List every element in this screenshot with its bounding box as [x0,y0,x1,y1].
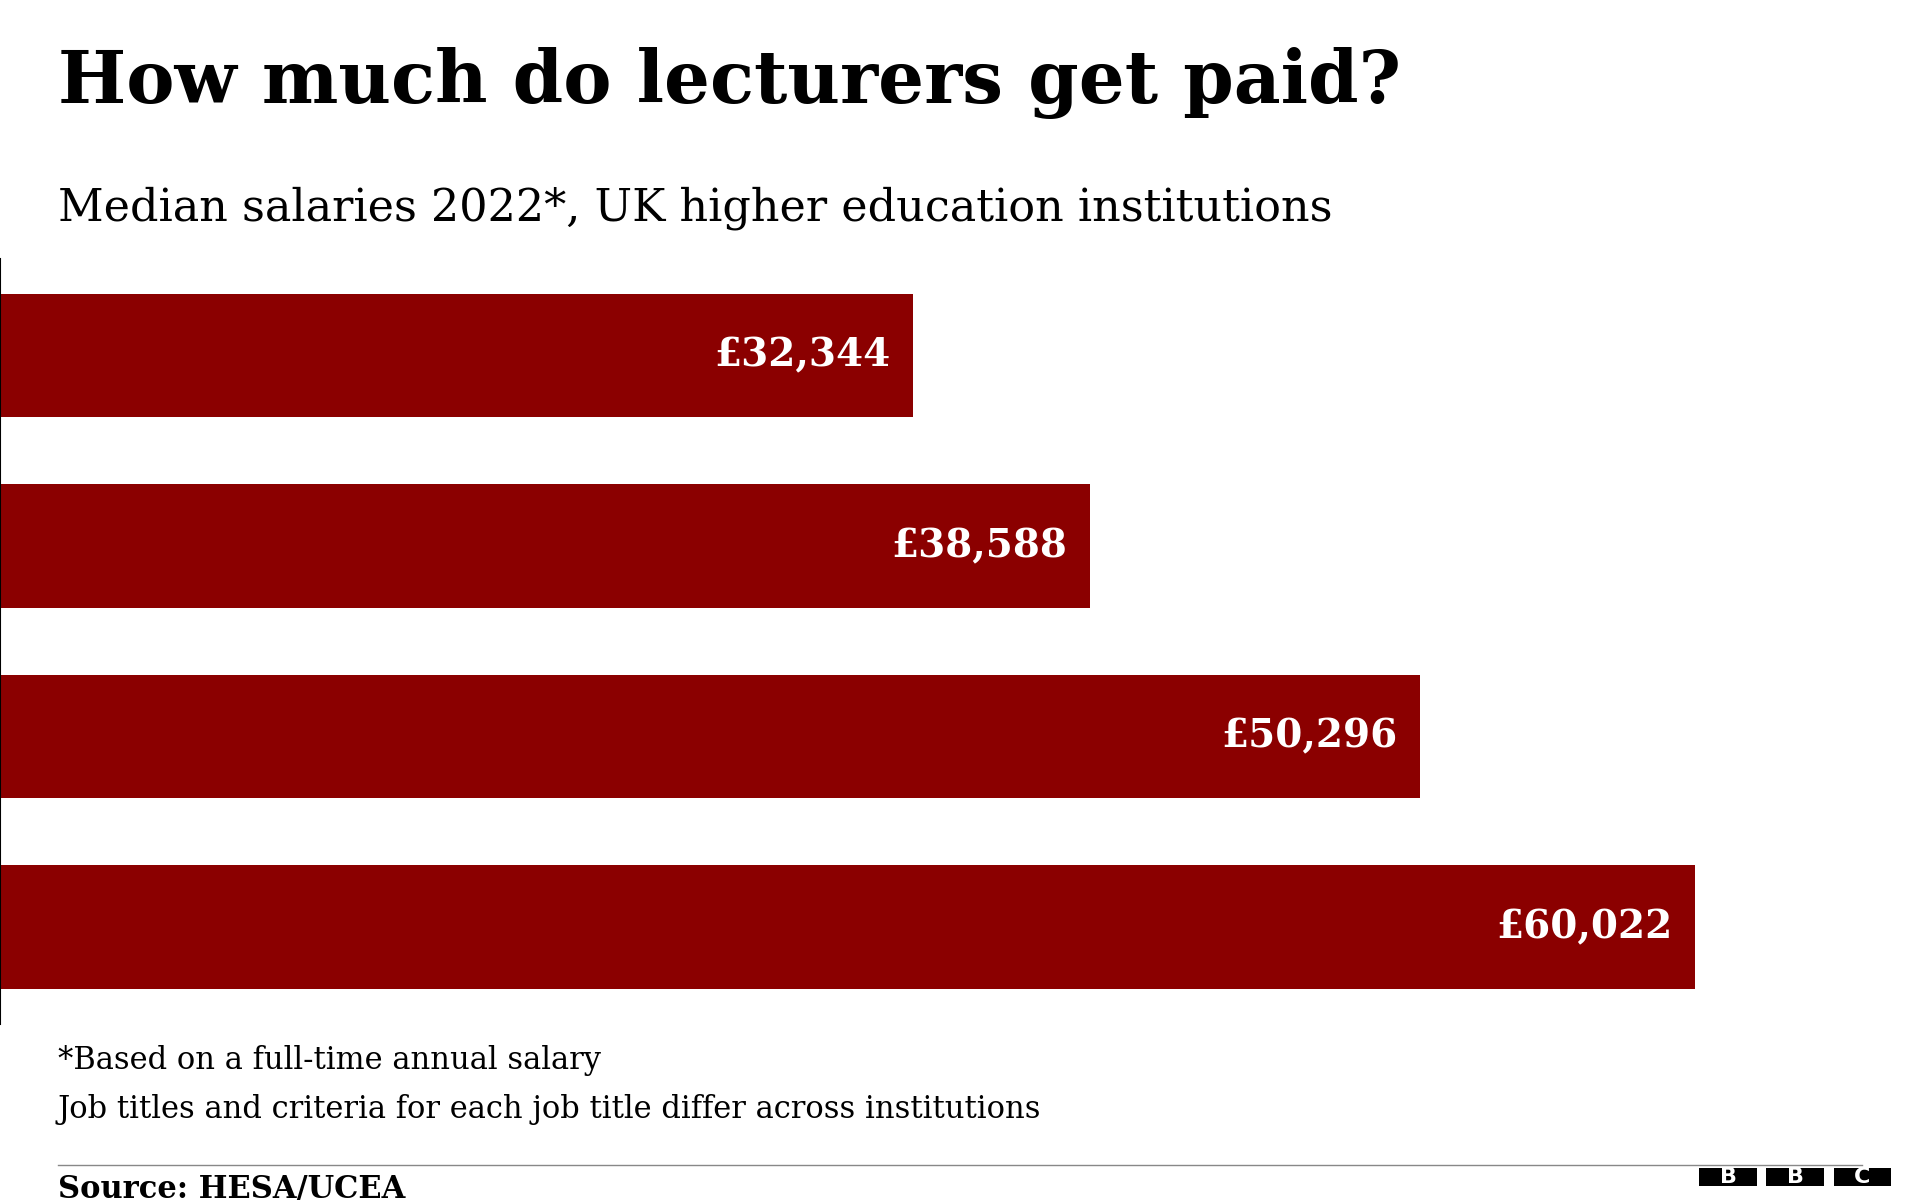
FancyBboxPatch shape [1766,1169,1824,1186]
Text: *Based on a full-time annual salary: *Based on a full-time annual salary [58,1045,601,1075]
Text: £32,344: £32,344 [714,336,891,374]
Text: £50,296: £50,296 [1221,718,1398,756]
Bar [0,674,1421,798]
Text: Source: HESA/UCEA: Source: HESA/UCEA [58,1174,405,1200]
Text: Job titles and criteria for each job title differ across institutions: Job titles and criteria for each job tit… [58,1094,1041,1126]
Text: £60,022: £60,022 [1496,908,1672,946]
Text: Median salaries 2022*, UK higher education institutions: Median salaries 2022*, UK higher educati… [58,186,1332,230]
Text: B: B [1720,1168,1736,1187]
FancyBboxPatch shape [1834,1169,1891,1186]
Text: How much do lecturers get paid?: How much do lecturers get paid? [58,47,1400,119]
Text: B: B [1788,1168,1803,1187]
Bar [0,484,1089,608]
Text: £38,588: £38,588 [891,527,1068,565]
Bar [0,294,914,418]
FancyBboxPatch shape [1699,1169,1757,1186]
Text: C: C [1855,1168,1870,1187]
Bar [0,865,1695,989]
